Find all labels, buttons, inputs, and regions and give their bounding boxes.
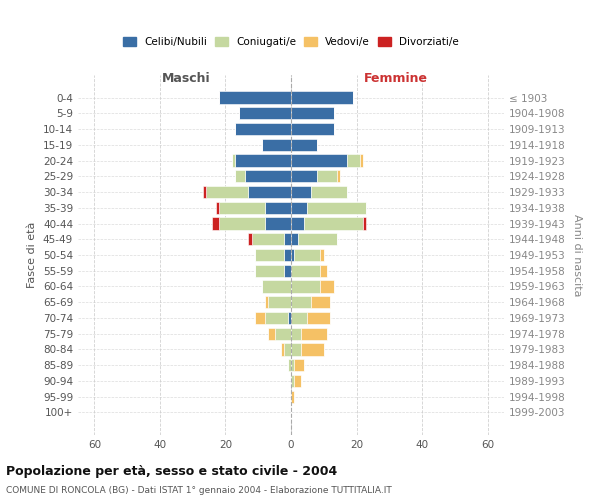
Bar: [311, 296, 331, 308]
Bar: [203, 186, 206, 198]
Bar: [317, 170, 337, 182]
Text: COMUNE DI RONCOLA (BG) - Dati ISTAT 1° gennaio 2004 - Elaborazione TUTTITALIA.IT: COMUNE DI RONCOLA (BG) - Dati ISTAT 1° g…: [6, 486, 392, 495]
Bar: [291, 390, 294, 403]
Text: Maschi: Maschi: [162, 72, 211, 85]
Bar: [320, 280, 334, 292]
Bar: [294, 375, 301, 387]
Bar: [291, 375, 294, 387]
Bar: [294, 359, 304, 372]
Bar: [235, 170, 245, 182]
Bar: [301, 344, 324, 355]
Bar: [219, 202, 265, 214]
Bar: [291, 280, 320, 292]
Bar: [298, 233, 337, 245]
Bar: [311, 186, 347, 198]
Bar: [291, 202, 307, 214]
Bar: [291, 296, 311, 308]
Bar: [284, 249, 291, 261]
Bar: [212, 218, 219, 230]
Bar: [239, 107, 291, 120]
Bar: [248, 233, 251, 245]
Bar: [268, 328, 275, 340]
Bar: [248, 186, 291, 198]
Bar: [291, 123, 334, 135]
Bar: [294, 249, 320, 261]
Bar: [255, 249, 284, 261]
Bar: [255, 264, 284, 277]
Bar: [291, 249, 294, 261]
Bar: [265, 296, 268, 308]
Bar: [251, 233, 284, 245]
Bar: [288, 312, 291, 324]
Bar: [232, 154, 235, 166]
Bar: [265, 218, 291, 230]
Bar: [262, 138, 291, 151]
Bar: [363, 218, 367, 230]
Legend: Celibi/Nubili, Coniugati/e, Vedovi/e, Divorziati/e: Celibi/Nubili, Coniugati/e, Vedovi/e, Di…: [120, 34, 462, 50]
Bar: [262, 280, 291, 292]
Y-axis label: Fasce di età: Fasce di età: [28, 222, 37, 288]
Y-axis label: Anni di nascita: Anni di nascita: [572, 214, 582, 296]
Bar: [291, 154, 347, 166]
Bar: [337, 170, 340, 182]
Bar: [281, 344, 284, 355]
Bar: [291, 92, 353, 104]
Bar: [291, 264, 320, 277]
Bar: [219, 92, 291, 104]
Bar: [347, 154, 360, 166]
Bar: [284, 344, 291, 355]
Bar: [206, 186, 248, 198]
Bar: [360, 154, 363, 166]
Bar: [288, 359, 291, 372]
Bar: [268, 296, 291, 308]
Bar: [275, 328, 291, 340]
Bar: [235, 154, 291, 166]
Bar: [284, 233, 291, 245]
Bar: [307, 312, 331, 324]
Bar: [291, 186, 311, 198]
Bar: [291, 138, 317, 151]
Bar: [307, 202, 367, 214]
Bar: [219, 218, 265, 230]
Text: Femmine: Femmine: [364, 72, 428, 85]
Bar: [265, 312, 288, 324]
Text: Popolazione per età, sesso e stato civile - 2004: Popolazione per età, sesso e stato civil…: [6, 464, 337, 477]
Bar: [291, 107, 334, 120]
Bar: [291, 170, 317, 182]
Bar: [291, 312, 307, 324]
Bar: [265, 202, 291, 214]
Bar: [291, 344, 301, 355]
Bar: [320, 249, 324, 261]
Bar: [301, 328, 327, 340]
Bar: [215, 202, 219, 214]
Bar: [235, 123, 291, 135]
Bar: [291, 233, 298, 245]
Bar: [291, 328, 301, 340]
Bar: [291, 218, 304, 230]
Bar: [284, 264, 291, 277]
Bar: [304, 218, 363, 230]
Bar: [320, 264, 327, 277]
Bar: [255, 312, 265, 324]
Bar: [245, 170, 291, 182]
Bar: [291, 359, 294, 372]
